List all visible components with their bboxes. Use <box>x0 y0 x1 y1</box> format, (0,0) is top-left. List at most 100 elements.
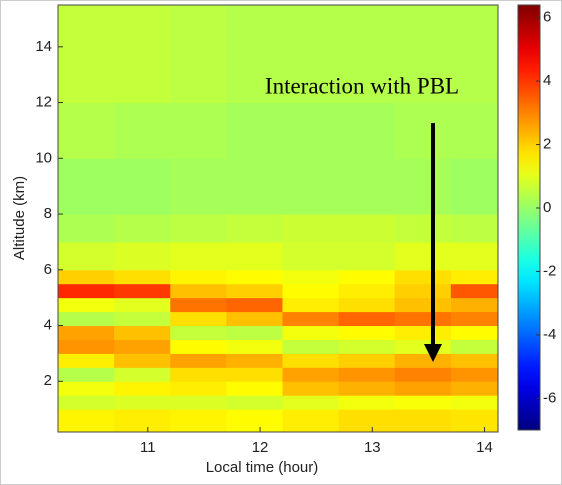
heat-cell <box>226 241 283 271</box>
heat-cell <box>58 353 115 368</box>
heat-cell <box>226 283 283 299</box>
heat-cell <box>450 241 499 271</box>
heat-cell <box>282 325 340 340</box>
heat-cell <box>338 367 396 382</box>
heat-cell <box>394 409 452 433</box>
heat-cell <box>114 409 171 433</box>
heat-cell <box>58 102 115 159</box>
x-tick-label: 11 <box>140 439 156 456</box>
heat-cell <box>394 5 452 104</box>
heat-cell <box>282 409 340 433</box>
heat-cell <box>170 409 227 433</box>
heat-cell <box>338 5 396 104</box>
heat-cell <box>114 325 171 340</box>
y-tick-label: 12 <box>35 94 52 111</box>
heat-cell <box>338 339 396 354</box>
heat-cell <box>450 339 499 354</box>
heat-cell <box>170 214 227 243</box>
heat-cell <box>170 269 227 285</box>
heat-cell <box>226 5 283 104</box>
heat-cell <box>58 325 115 340</box>
heat-cell <box>226 339 283 354</box>
heat-cell <box>282 353 340 368</box>
heat-cell <box>114 353 171 368</box>
heatmap <box>58 5 499 433</box>
heat-cell <box>394 269 452 285</box>
heat-cell <box>170 311 227 327</box>
heat-cell <box>114 297 171 313</box>
heat-cell <box>170 325 227 340</box>
heat-cell <box>58 214 115 243</box>
colorbar <box>517 4 541 431</box>
heat-cell <box>338 325 396 340</box>
heat-cell <box>338 381 396 396</box>
heat-cell <box>282 311 340 327</box>
heat-cell <box>394 339 452 354</box>
heat-cell <box>282 381 340 396</box>
heat-cell <box>58 297 115 313</box>
heat-cell <box>114 158 171 215</box>
y-axis-label: Altitude (km) <box>11 176 28 260</box>
heat-cell <box>58 311 115 327</box>
heat-cell <box>114 381 171 396</box>
heat-cell <box>170 158 227 215</box>
heat-cell <box>226 395 283 410</box>
colorbar-tick-label: -6 <box>543 389 556 406</box>
heat-cell <box>282 158 340 215</box>
heat-cell <box>282 339 340 354</box>
heat-cell <box>450 297 499 313</box>
heat-cell <box>226 353 283 368</box>
heat-cell <box>338 214 396 243</box>
heat-cell <box>450 311 499 327</box>
heat-cell <box>338 158 396 215</box>
heat-cell <box>394 381 452 396</box>
heat-cell <box>338 269 396 285</box>
heat-cell <box>114 241 171 271</box>
heat-cell <box>450 325 499 340</box>
colorbar-tick-label: 0 <box>543 199 551 216</box>
heat-cell <box>58 381 115 396</box>
axes: 11 12 13 14 2 4 6 8 10 12 14 -6 -4 -2 0 2 4 6 <box>35 4 556 456</box>
heat-cell <box>338 311 396 327</box>
colorbar-tick-label: 6 <box>543 9 551 26</box>
y-tick-label: 10 <box>35 149 52 166</box>
heat-cell <box>170 353 227 368</box>
heat-cell <box>226 381 283 396</box>
heat-cell <box>394 214 452 243</box>
heat-cell <box>282 241 340 271</box>
heat-cell <box>282 395 340 410</box>
x-axis-label: Local time (hour) <box>206 459 319 476</box>
plot-border <box>57 4 499 433</box>
heat-cell <box>450 367 499 382</box>
heat-cell <box>226 311 283 327</box>
heat-cell <box>114 283 171 299</box>
heat-cell <box>114 367 171 382</box>
y-tick-label: 8 <box>44 205 52 222</box>
heat-cell <box>282 367 340 382</box>
heat-cell <box>170 241 227 271</box>
heat-cell <box>338 241 396 271</box>
heat-cell <box>338 353 396 368</box>
heat-cell <box>226 409 283 433</box>
heat-cell <box>170 5 227 104</box>
heat-cell <box>450 214 499 243</box>
y-tick-label: 2 <box>44 372 52 389</box>
heat-cell <box>450 353 499 368</box>
heat-cell <box>226 269 283 285</box>
heat-cell <box>170 297 227 313</box>
heat-cell <box>114 269 171 285</box>
heat-cell <box>282 283 340 299</box>
heat-cell <box>226 102 283 159</box>
heat-cell <box>114 339 171 354</box>
heat-cell <box>58 395 115 410</box>
x-tick-label: 13 <box>364 439 381 456</box>
heat-cell <box>226 158 283 215</box>
heat-cell <box>114 214 171 243</box>
heat-cell <box>58 269 115 285</box>
heat-cell <box>394 241 452 271</box>
heat-cell <box>170 339 227 354</box>
heat-cell <box>450 102 499 159</box>
heat-cell <box>394 353 452 368</box>
heat-cell <box>114 395 171 410</box>
